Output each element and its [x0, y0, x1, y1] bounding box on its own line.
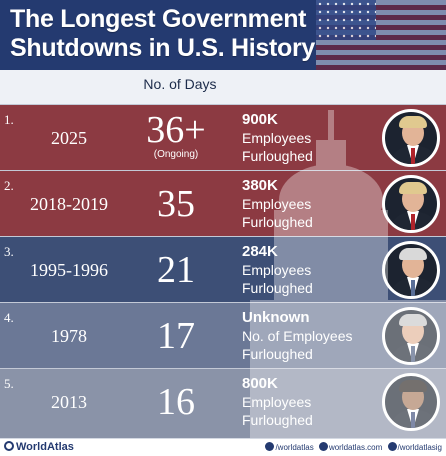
instagram-icon	[387, 442, 397, 451]
tie	[411, 346, 415, 362]
furlough-info: 284K Employees Furloughed	[242, 243, 313, 297]
globe-icon	[4, 441, 14, 451]
tie	[411, 148, 415, 164]
tie	[411, 280, 415, 296]
facebook-icon	[265, 442, 275, 451]
years: 1978	[51, 326, 87, 346]
furloughed-line: Furloughed	[242, 411, 313, 429]
website-link[interactable]: worldatlas.com	[328, 443, 383, 452]
tie	[411, 214, 415, 230]
rank: 4.	[4, 310, 14, 325]
capitol-building-illustration	[250, 110, 446, 440]
days-count: 21	[157, 249, 195, 291]
years: 2018-2019	[30, 194, 108, 214]
rank: 1.	[4, 112, 14, 127]
employees-line: Employees	[242, 130, 312, 146]
days-count: 35	[157, 183, 195, 225]
employees-line: No. of Employees	[242, 327, 353, 345]
president-portrait	[382, 307, 440, 365]
shutdown-row-2: 2. 2018-2019 35 380K Employees Furloughe…	[0, 170, 446, 236]
days-note: (Ongoing)	[153, 149, 199, 160]
rank: 2.	[4, 178, 14, 193]
days-count: 36+	[146, 109, 206, 151]
employee-count: Unknown	[242, 309, 353, 327]
furlough-info: 900K Employees Furloughed	[242, 111, 313, 165]
employees-line: Employees	[242, 196, 312, 212]
years: 2025	[51, 128, 87, 148]
hair	[399, 182, 427, 194]
furlough-info: 800K Employees Furloughed	[242, 375, 313, 429]
employee-count: 380K	[242, 177, 278, 194]
employees-line: Employees	[242, 261, 313, 279]
employee-count: 800K	[242, 375, 313, 393]
rank: 3.	[4, 244, 14, 259]
furlough-info: 380K Employees Furloughed	[242, 177, 313, 231]
shutdown-row-5: 5. 2013 16 800K Employees Furloughed	[0, 368, 446, 438]
tie	[411, 412, 415, 428]
years: 1995-1996	[30, 260, 108, 280]
employees-line: Employees	[242, 393, 313, 411]
hair	[399, 248, 427, 260]
president-portrait	[382, 175, 440, 233]
days-column-header: No. of Days	[143, 76, 217, 92]
flag-canton	[316, 0, 376, 40]
shutdown-row-3: 3. 1995-1996 21 284K Employees Furloughe…	[0, 236, 446, 302]
president-portrait	[382, 109, 440, 167]
rank: 5.	[4, 376, 14, 391]
furloughed-line: Furloughed	[242, 279, 313, 297]
days-count: 17	[157, 315, 195, 357]
shutdown-row-4: 4. 1978 17 Unknown No. of Employees Furl…	[0, 302, 446, 368]
header-banner: The Longest Government Shutdowns in U.S.…	[0, 0, 446, 70]
brand-name: WorldAtlas	[16, 441, 74, 453]
page-title: The Longest Government Shutdowns in U.S.…	[10, 5, 316, 62]
social-handles: /worldatlas worldatlas.com /worldatlasig	[262, 442, 442, 452]
furloughed-line: Furloughed	[242, 148, 313, 164]
web-icon	[318, 442, 328, 451]
employee-count: 284K	[242, 243, 278, 260]
furloughed-line: Furloughed	[242, 213, 313, 231]
shutdown-row-1: 1. 2025 36+ (Ongoing) 900K Employees Fur…	[0, 104, 446, 170]
furloughed-line: Furloughed	[242, 345, 353, 363]
hair	[399, 116, 427, 128]
hair	[399, 314, 427, 326]
brand: WorldAtlas	[4, 441, 74, 453]
footer: WorldAtlas /worldatlas worldatlas.com /w…	[0, 438, 446, 456]
days-count: 16	[157, 381, 195, 423]
president-portrait	[382, 241, 440, 299]
employee-count: 900K	[242, 111, 278, 128]
furlough-info: Unknown No. of Employees Furloughed	[242, 309, 353, 363]
facebook-handle[interactable]: /worldatlas	[275, 443, 314, 452]
instagram-handle[interactable]: /worldatlasig	[397, 443, 442, 452]
hair	[399, 380, 427, 392]
years: 2013	[51, 392, 87, 412]
president-portrait	[382, 373, 440, 431]
